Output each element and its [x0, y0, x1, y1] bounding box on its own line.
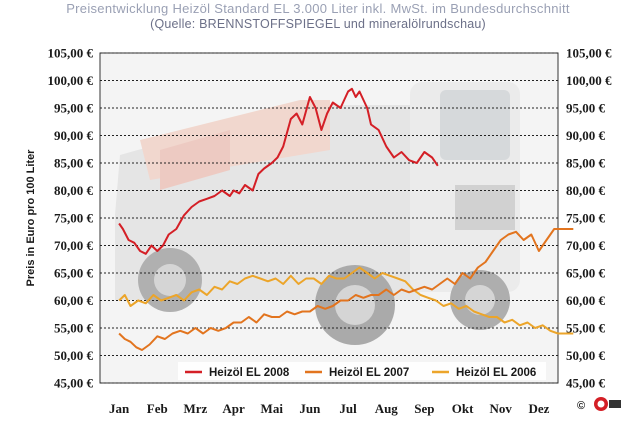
y-tick-left: 100,00 € — [48, 73, 94, 88]
x-tick-mrz: Mrz — [184, 401, 208, 416]
copyright-symbol: © — [577, 400, 585, 412]
legend-label-2007: Heizöl EL 2007 — [329, 367, 409, 379]
y-tick-left: 75,00 € — [54, 211, 94, 226]
y-tick-right: 85,00 € — [566, 156, 606, 171]
y-tick-left: 105,00 € — [48, 46, 94, 61]
y-tick-left: 90,00 € — [54, 128, 94, 143]
x-tick-jul: Jul — [339, 401, 357, 416]
x-tick-apr: Apr — [222, 401, 245, 416]
y-tick-right: 100,00 € — [566, 73, 612, 88]
x-tick-sep: Sep — [414, 401, 434, 416]
y-tick-left: 65,00 € — [54, 266, 94, 281]
y-tick-left: 95,00 € — [54, 101, 94, 116]
legend-label-2006: Heizöl EL 2006 — [456, 367, 536, 379]
series-line-2007 — [118, 228, 574, 351]
chart-subtitle: (Quelle: BRENNSTOFFSPIEGEL und mineralöl… — [150, 17, 486, 31]
y-tick-left: 55,00 € — [54, 321, 94, 336]
x-tick-dez: Dez — [528, 401, 549, 416]
series-line-2008 — [118, 87, 439, 255]
y-tick-right: 65,00 € — [566, 266, 606, 281]
x-tick-aug: Aug — [375, 401, 399, 416]
legend-label-2008: Heizöl EL 2008 — [209, 367, 290, 379]
x-tick-nov: Nov — [490, 401, 513, 416]
y-axis-right: 45,00 € 50,00 € 55,00 € 60,00 € 65,00 € 70,00… — [566, 46, 612, 391]
y-tick-right: 105,00 € — [566, 46, 612, 61]
series-line-2006 — [118, 266, 574, 335]
y-tick-right: 80,00 € — [566, 183, 606, 198]
x-tick-feb: Feb — [147, 401, 168, 416]
x-tick-jun: Jun — [299, 401, 321, 416]
x-tick-mai: Mai — [261, 401, 284, 416]
y-tick-right: 90,00 € — [566, 128, 606, 143]
copyright-logo: © — [577, 397, 621, 412]
y-tick-right: 50,00 € — [566, 348, 606, 363]
chart-title: Preisentwicklung Heizöl Standard EL 3.00… — [66, 1, 570, 16]
y-tick-right: 75,00 € — [566, 211, 606, 226]
x-axis: Jan Feb Mrz Apr Mai Jun Jul Aug Sep Okt Nov Dez — [109, 401, 550, 416]
y-tick-right: 60,00 € — [566, 293, 606, 308]
y-tick-left: 50,00 € — [54, 348, 94, 363]
y-axis-label: Preis in Euro pro 100 Liter — [25, 149, 37, 287]
y-tick-left: 80,00 € — [54, 183, 94, 198]
y-tick-left: 85,00 € — [54, 156, 94, 171]
y-axis-left: 45,00 € 50,00 € 55,00 € 60,00 € 65,00 € 70,00… — [48, 46, 94, 391]
x-tick-okt: Okt — [452, 401, 474, 416]
x-tick-jan: Jan — [109, 401, 130, 416]
y-tick-right: 95,00 € — [566, 101, 606, 116]
y-tick-right: 70,00 € — [566, 238, 606, 253]
y-tick-left: 70,00 € — [54, 238, 94, 253]
background-truck-illustration — [115, 82, 520, 345]
y-tick-left: 45,00 € — [54, 376, 94, 391]
y-tick-right: 55,00 € — [566, 321, 606, 336]
y-tick-left: 60,00 € — [54, 293, 94, 308]
series-lines — [118, 87, 574, 351]
y-tick-right: 45,00 € — [566, 376, 606, 391]
legend: Heizöl EL 2008 Heizöl EL 2007 Heizöl EL … — [178, 362, 546, 380]
